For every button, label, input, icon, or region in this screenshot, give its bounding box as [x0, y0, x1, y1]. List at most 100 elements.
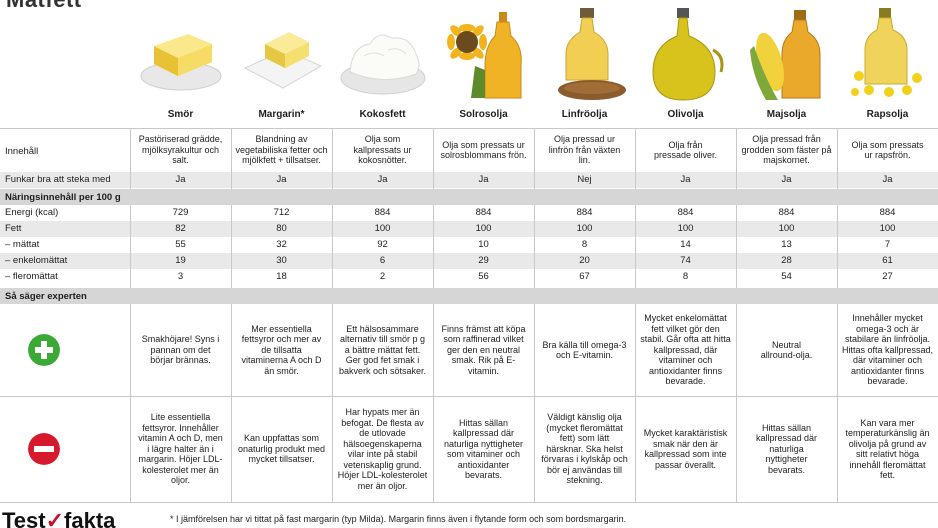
row-label: Fett: [5, 223, 22, 234]
cell-plus-smor: Smakhöjare! Syns i pannan om det börjar …: [141, 334, 220, 366]
cell-steka: Ja: [882, 173, 893, 185]
column-divider: [635, 205, 636, 288]
cell-minus-olivolja: Mycket karaktäristisk smak när den är ka…: [643, 428, 728, 470]
product-margarin: Margarin*: [231, 0, 332, 128]
row-innehall: Innehåll Pastöriserad grädde, mjölksyrak…: [0, 128, 938, 172]
cell-value: 80: [276, 222, 287, 234]
column-divider: [837, 205, 838, 288]
column-divider: [635, 128, 636, 189]
column-divider: [433, 205, 434, 288]
cell-value: 29: [478, 254, 489, 266]
logo-text-left: Test: [2, 508, 46, 528]
row-mattat: – mättat 55 32 92 10 8 14 13 7: [0, 237, 938, 253]
column-divider: [534, 205, 535, 288]
cell-steka: Ja: [175, 173, 186, 185]
butter-image: [140, 34, 222, 91]
column-divider: [635, 304, 636, 502]
cell-minus-kokosfett: Har hypats mer än befogat. De flesta av …: [337, 407, 428, 491]
section-experten: Så säger experten: [0, 288, 938, 304]
corn-oil-image: [750, 10, 821, 100]
cell-minus-rapsolja: Kan vara mer temperaturkänslig än olivol…: [845, 417, 930, 481]
product-name: Smör: [167, 109, 194, 120]
product-name: Linfröolja: [561, 109, 608, 120]
divider: [0, 396, 938, 397]
cell-innehall-majsolja: Olja pressad från grodden som fäster på …: [741, 134, 832, 166]
coconut-fat-image: [340, 34, 426, 95]
product-header: Smör Margarin* Kokosfett: [0, 0, 938, 128]
cell-value: 27: [882, 270, 893, 282]
cell-value: 100: [374, 222, 391, 234]
row-fleromattat: – fleromättat 3 18 2 56 67 8 54 27: [0, 269, 938, 285]
cell-value: 19: [175, 254, 186, 266]
cell-value: 884: [475, 206, 492, 218]
cell-value: 56: [478, 270, 489, 282]
product-linfroolja: Linfröolja: [534, 0, 635, 128]
cell-innehall-linfroolja: Olja pressad ur linfrön från växten lin.: [548, 134, 621, 166]
cell-value: 30: [276, 254, 287, 266]
cell-value: 92: [377, 238, 388, 250]
cell-value: 100: [576, 222, 593, 234]
product-solrosolja: Solrosolja: [433, 0, 534, 128]
cell-plus-linfroolja: Bra källa till omega-3 och E-vitamin.: [542, 339, 627, 361]
cell-value: 82: [175, 222, 186, 234]
cell-value: 55: [175, 238, 186, 250]
cell-plus-kokosfett: Ett hälsosammare alternativ till smör p …: [338, 323, 427, 376]
cell-plus-rapsolja: Innehåller mycket omega-3 och är stabila…: [841, 313, 934, 387]
row-steka: Funkar bra att steka med Ja Ja Ja Ja Nej…: [0, 172, 938, 188]
cell-value: 54: [781, 270, 792, 282]
plus-circle-icon: [28, 334, 60, 366]
cell-value: 100: [879, 222, 896, 234]
cell-value: 32: [276, 238, 287, 250]
cell-value: 884: [576, 206, 593, 218]
row-expert-plus: Smakhöjare! Syns i pannan om det börjar …: [0, 304, 938, 396]
cell-value: 20: [579, 254, 590, 266]
column-divider: [332, 304, 333, 502]
column-divider: [534, 304, 535, 502]
column-divider: [332, 205, 333, 288]
cell-value: 10: [478, 238, 489, 250]
product-name: Margarin*: [258, 109, 305, 120]
cell-value: 74: [680, 254, 691, 266]
cell-value: 100: [778, 222, 795, 234]
cell-value: 6: [379, 254, 386, 266]
cell-value: 7: [884, 238, 891, 250]
cell-value: 712: [273, 206, 290, 218]
row-energi: Energi (kcal) 729 712 884 884 884 884 88…: [0, 205, 938, 221]
sunflower-oil-image: [447, 12, 522, 99]
cell-value: 67: [579, 270, 590, 282]
cell-steka: Ja: [680, 173, 691, 185]
row-enkelomattat: – enkelomättat 19 30 6 29 20 74 28 61: [0, 253, 938, 269]
product-name: Olivolja: [667, 109, 704, 120]
product-smor: Smör: [130, 0, 231, 128]
divider: [0, 502, 938, 503]
cell-innehall-smor: Pastöriserad grädde, mjölksyrakultur och…: [138, 134, 223, 166]
product-rapsolja: Rapsolja: [837, 0, 938, 128]
cell-steka: Ja: [781, 173, 792, 185]
row-label: – fleromättat: [5, 271, 58, 282]
product-name: Kokosfett: [359, 109, 406, 120]
column-divider: [433, 128, 434, 189]
cell-value: 18: [276, 270, 287, 282]
row-label: – mättat: [5, 239, 40, 250]
column-divider: [231, 128, 232, 189]
divider: [0, 128, 938, 129]
cell-value: 884: [778, 206, 795, 218]
cell-minus-linfroolja: Väldigt känslig olja (mycket fleromättat…: [541, 412, 628, 486]
cell-steka: Ja: [377, 173, 388, 185]
section-naringsinnehall: Näringsinnehåll per 100 g: [0, 189, 938, 205]
logo-text-right: fakta: [64, 508, 116, 528]
product-name: Solrosolja: [459, 109, 508, 120]
cell-innehall-kokosfett: Olja som kallpressats ur kokosnötter.: [353, 134, 412, 166]
page-title: Matfett: [6, 0, 82, 13]
cell-plus-margarin: Mer essentiella fettsyror och mer av de …: [241, 323, 322, 376]
column-divider: [736, 205, 737, 288]
product-olivolja: Olivolja: [635, 0, 736, 128]
cell-plus-majsolja: Neutral allround-olja.: [760, 339, 813, 361]
rapeseed-oil-image: [851, 8, 922, 97]
cell-minus-smor: Lite essentiella fettsyror. Innehåller v…: [138, 412, 223, 486]
cell-steka: Ja: [276, 173, 287, 185]
cell-value: 729: [172, 206, 189, 218]
linseed-oil-image: [558, 8, 626, 100]
cell-value: 14: [680, 238, 691, 250]
olive-oil-image: [652, 8, 724, 101]
